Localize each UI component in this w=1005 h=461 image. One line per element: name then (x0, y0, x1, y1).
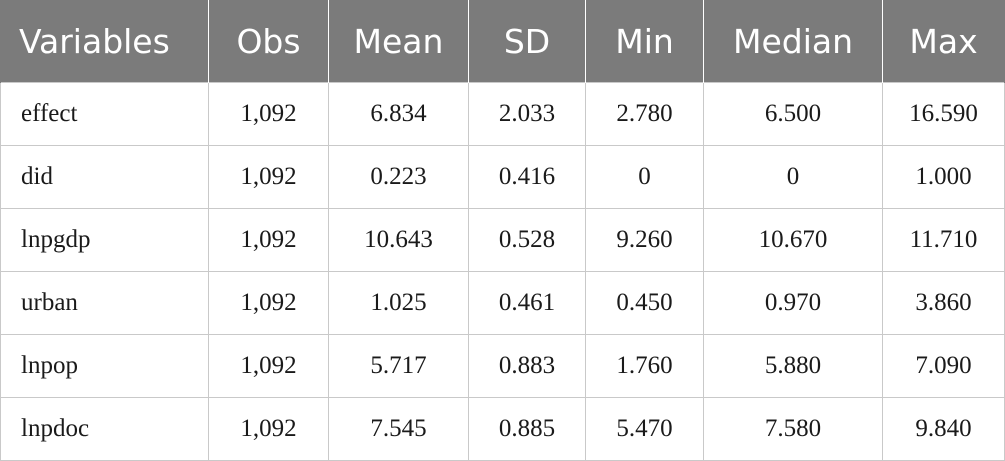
cell-min: 2.780 (585, 82, 704, 146)
cell-variable: lnpop (0, 334, 209, 398)
cell-sd: 0.416 (468, 145, 586, 209)
table-row: lnpgdp 1,092 10.643 0.528 9.260 10.670 1… (0, 208, 1005, 272)
cell-obs: 1,092 (208, 208, 329, 272)
cell-mean: 7.545 (328, 397, 469, 461)
cell-median: 0 (703, 145, 883, 209)
cell-obs: 1,092 (208, 397, 329, 461)
cell-mean: 0.223 (328, 145, 469, 209)
table-row: lnpdoc 1,092 7.545 0.885 5.470 7.580 9.8… (0, 397, 1005, 461)
cell-sd: 0.461 (468, 271, 586, 335)
cell-median: 10.670 (703, 208, 883, 272)
header-sd: SD (468, 0, 586, 83)
cell-min: 0.450 (585, 271, 704, 335)
cell-obs: 1,092 (208, 271, 329, 335)
table-row: lnpop 1,092 5.717 0.883 1.760 5.880 7.09… (0, 334, 1005, 398)
cell-obs: 1,092 (208, 82, 329, 146)
header-min: Min (585, 0, 704, 83)
cell-sd: 0.885 (468, 397, 586, 461)
cell-min: 5.470 (585, 397, 704, 461)
cell-mean: 10.643 (328, 208, 469, 272)
cell-max: 16.590 (882, 82, 1005, 146)
cell-obs: 1,092 (208, 145, 329, 209)
cell-variable: effect (0, 82, 209, 146)
table-header: Variables Obs Mean SD Min Median Max (0, 0, 1005, 83)
cell-variable: lnpgdp (0, 208, 209, 272)
cell-variable: did (0, 145, 209, 209)
cell-median: 0.970 (703, 271, 883, 335)
cell-max: 7.090 (882, 334, 1005, 398)
header-obs: Obs (208, 0, 329, 83)
header-max: Max (882, 0, 1005, 83)
cell-min: 9.260 (585, 208, 704, 272)
table-body: effect 1,092 6.834 2.033 2.780 6.500 16.… (0, 82, 1005, 461)
cell-median: 6.500 (703, 82, 883, 146)
cell-mean: 6.834 (328, 82, 469, 146)
cell-max: 3.860 (882, 271, 1005, 335)
table-row: urban 1,092 1.025 0.461 0.450 0.970 3.86… (0, 271, 1005, 335)
cell-min: 1.760 (585, 334, 704, 398)
cell-variable: lnpdoc (0, 397, 209, 461)
header-row: Variables Obs Mean SD Min Median Max (0, 0, 1005, 83)
cell-sd: 0.528 (468, 208, 586, 272)
header-mean: Mean (328, 0, 469, 83)
cell-mean: 5.717 (328, 334, 469, 398)
cell-max: 1.000 (882, 145, 1005, 209)
cell-min: 0 (585, 145, 704, 209)
cell-max: 9.840 (882, 397, 1005, 461)
cell-median: 7.580 (703, 397, 883, 461)
cell-variable: urban (0, 271, 209, 335)
cell-mean: 1.025 (328, 271, 469, 335)
cell-sd: 2.033 (468, 82, 586, 146)
header-variables: Variables (0, 0, 209, 83)
table-row: did 1,092 0.223 0.416 0 0 1.000 (0, 145, 1005, 209)
header-median: Median (703, 0, 883, 83)
cell-obs: 1,092 (208, 334, 329, 398)
cell-max: 11.710 (882, 208, 1005, 272)
cell-median: 5.880 (703, 334, 883, 398)
table-row: effect 1,092 6.834 2.033 2.780 6.500 16.… (0, 82, 1005, 146)
cell-sd: 0.883 (468, 334, 586, 398)
